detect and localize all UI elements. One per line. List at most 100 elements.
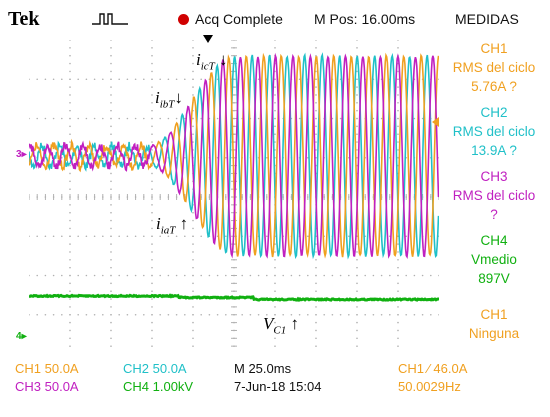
grid-dot	[438, 156, 440, 159]
grid-dot	[421, 313, 424, 316]
grid-dot	[430, 313, 432, 316]
grid-dot	[110, 306, 112, 308]
grid-dot	[315, 337, 317, 340]
grid-dot	[118, 235, 120, 238]
grid-dot	[200, 313, 202, 316]
grid-dot	[110, 78, 112, 81]
timebase[interactable]: M 25.0ms	[234, 361, 292, 376]
tek-logo: Tek	[8, 8, 40, 30]
grid-dot	[216, 313, 219, 316]
grid-dot	[77, 235, 79, 238]
grid-dot	[274, 86, 276, 88]
grid-dot	[159, 78, 161, 81]
trigger-setting[interactable]: CH1 ∕ 46.0A	[398, 361, 468, 376]
grid-dot	[216, 117, 219, 120]
grid-dot	[397, 70, 399, 73]
grid-dot	[192, 47, 194, 49]
grid-dot	[315, 243, 317, 245]
grid-dot	[274, 251, 276, 253]
grid-dot	[339, 313, 342, 316]
grid-dot	[274, 259, 276, 261]
grid-dot	[339, 274, 342, 277]
grid-dot	[397, 313, 399, 316]
grid-dot	[356, 125, 358, 128]
measurement-ch1-rms[interactable]: CH1 RMS del ciclo 5.76A ?	[452, 41, 536, 94]
grid-dot	[356, 274, 358, 277]
grid-dot	[184, 117, 186, 120]
grid-dot	[175, 313, 178, 316]
measurement-ch2-rms[interactable]: CH2 RMS del ciclo 13.9A ?	[452, 105, 536, 158]
grid-dot	[274, 78, 276, 81]
measurement-ch4-mean[interactable]: CH4 Vmedio 897V	[471, 233, 517, 286]
grid-dot	[200, 117, 202, 120]
grid-dot	[69, 204, 71, 206]
ch4-scale[interactable]: CH4 1.00kV	[123, 379, 194, 394]
grid-dot	[28, 235, 30, 238]
ch2-scale[interactable]: CH2 50.0A	[123, 361, 187, 376]
grid-dot	[110, 243, 112, 245]
grid-dot	[143, 235, 145, 238]
grid-dot	[315, 94, 317, 96]
waveform-screen[interactable]	[28, 39, 440, 354]
grid-dot	[397, 274, 399, 277]
grid-dot	[192, 243, 194, 245]
grid-dot	[315, 54, 317, 57]
grid-dot	[405, 313, 408, 316]
grid-dot	[348, 235, 350, 238]
grid-dot	[282, 313, 284, 316]
grid-dot	[110, 313, 112, 316]
grid-dot	[151, 62, 153, 65]
grid-dot	[315, 78, 317, 81]
grid-dot	[110, 337, 112, 340]
grid-dot	[151, 211, 153, 214]
grid-dot	[52, 274, 55, 277]
grid-dot	[69, 172, 71, 175]
grid-dot	[241, 274, 243, 277]
grid-dot	[77, 117, 79, 120]
grid-dot	[110, 94, 112, 96]
grid-dot	[339, 117, 342, 120]
grid-dot	[126, 78, 129, 81]
grid-dot	[126, 117, 129, 120]
measurement-ch3-rms[interactable]: CH3 RMS del ciclo?	[452, 169, 536, 222]
grid-dot	[380, 274, 383, 277]
acquisition-status: Acq Complete	[178, 11, 283, 27]
grid-dot	[118, 117, 120, 120]
grid-dot	[184, 156, 186, 159]
grid-dot	[61, 313, 63, 316]
grid-dot	[151, 321, 153, 324]
grid-dot	[110, 345, 112, 347]
grid-dot	[102, 313, 104, 316]
ch1-scale[interactable]: CH1 50.0A	[15, 361, 79, 376]
ch3-scale[interactable]: CH3 50.0A	[15, 379, 79, 394]
grid-dot	[69, 321, 71, 324]
grid-dot	[257, 78, 260, 81]
grid-dot	[315, 86, 317, 88]
grid-dot	[315, 102, 317, 104]
grid-dot	[192, 70, 194, 73]
grid-dot	[85, 313, 88, 316]
grid-dot	[151, 313, 153, 316]
grid-dot	[93, 235, 96, 238]
grid-dot	[151, 47, 153, 49]
grid-dot	[397, 306, 399, 308]
grid-dot	[397, 149, 399, 151]
grid-dot	[192, 345, 194, 347]
grid-dot	[192, 78, 194, 81]
grid-dot	[102, 235, 104, 238]
grid-dot	[397, 94, 399, 96]
grid-dot	[257, 313, 260, 316]
grid-dot	[110, 188, 112, 190]
measurement-ch1-none[interactable]: CH1 Ninguna	[468, 307, 520, 341]
grid-dot	[356, 102, 358, 104]
grid-dot	[61, 78, 63, 81]
grid-dot	[28, 78, 30, 81]
grid-dot	[85, 235, 88, 238]
grid-dot	[69, 180, 71, 183]
grid-dot	[192, 219, 194, 222]
grid-dot	[85, 78, 88, 81]
grid-dot	[249, 313, 252, 316]
grid-dot	[36, 313, 38, 316]
grid-dot	[413, 313, 416, 316]
grid-dot	[151, 227, 153, 230]
